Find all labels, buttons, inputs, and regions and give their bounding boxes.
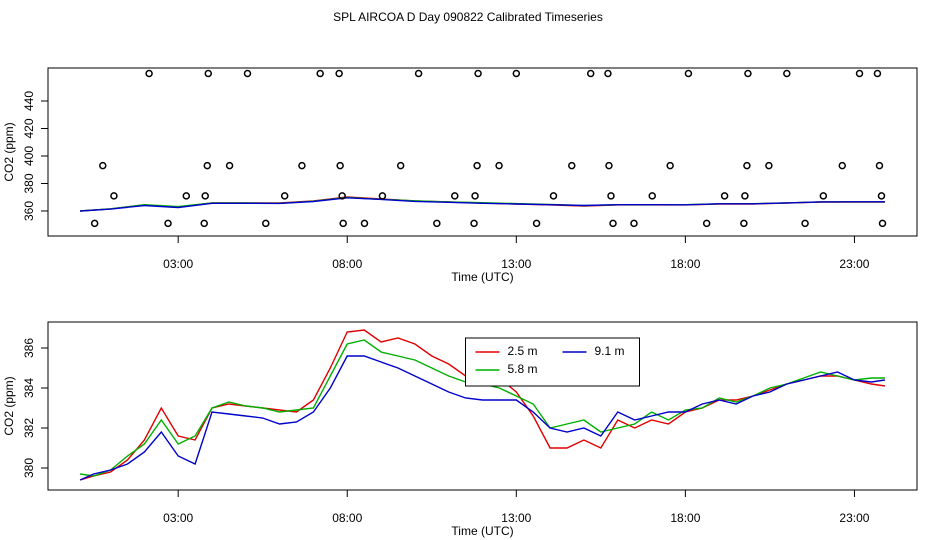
x-tick-label: 08:00 — [332, 511, 362, 525]
series-line — [79, 355, 886, 481]
flag-point — [90, 219, 99, 228]
flag-point — [451, 192, 459, 200]
flag-point — [512, 69, 521, 78]
flag-point — [783, 69, 791, 78]
flag-point — [471, 192, 479, 200]
flag-point — [182, 192, 191, 200]
flag-point — [203, 161, 212, 170]
flag-point — [604, 69, 612, 78]
flag-point — [586, 69, 595, 78]
x-axis-label: Time (UTC) — [451, 524, 513, 538]
flag-point — [532, 219, 541, 228]
y-tick-label: 380 — [22, 458, 36, 478]
flag-point — [339, 219, 347, 228]
flag-point — [495, 161, 503, 170]
flag-point — [396, 161, 405, 170]
flag-point — [666, 161, 674, 170]
flag-point — [877, 192, 886, 200]
flag-point — [740, 219, 748, 228]
flag-point — [164, 219, 172, 228]
flag-point — [204, 69, 213, 78]
flag-point — [336, 161, 344, 170]
flag-point — [280, 192, 289, 200]
legend-label: 9.1 m — [595, 344, 625, 358]
y-tick-label: 400 — [22, 146, 36, 166]
y-tick-label: 360 — [22, 201, 36, 221]
flag-point — [684, 69, 693, 78]
flag-point — [648, 192, 656, 200]
flag-point — [470, 219, 478, 228]
x-tick-label: 03:00 — [163, 257, 193, 271]
flag-point — [243, 69, 252, 78]
flag-point — [473, 161, 481, 170]
flag-point — [720, 192, 729, 200]
series-line — [80, 197, 885, 212]
flag-point — [474, 69, 482, 78]
x-tick-label: 18:00 — [670, 511, 700, 525]
flag-point — [878, 219, 887, 228]
flag-point — [607, 192, 615, 200]
flag-point — [855, 69, 864, 78]
legend-label: 5.8 m — [508, 362, 538, 376]
flag-point — [838, 161, 847, 170]
flag-point — [875, 161, 884, 170]
flag-point — [741, 192, 749, 200]
flag-point — [298, 161, 306, 170]
flag-point — [262, 219, 270, 228]
y-tick-label: 420 — [22, 118, 36, 138]
x-tick-label: 23:00 — [839, 257, 869, 271]
flag-point — [702, 219, 711, 228]
flag-point — [225, 161, 234, 170]
y-axis-label: CO2 (ppm) — [2, 122, 16, 181]
flag-point — [765, 161, 773, 170]
x-tick-label: 13:00 — [501, 257, 531, 271]
flag-point — [201, 192, 209, 200]
flag-point — [110, 192, 118, 200]
flag-point — [316, 69, 324, 78]
legend-label: 2.5 m — [508, 344, 538, 358]
flag-point — [200, 219, 208, 228]
y-tick-label: 386 — [22, 338, 36, 358]
flag-point — [378, 192, 387, 200]
y-axis-label: CO2 (ppm) — [2, 376, 16, 435]
flag-point — [873, 69, 882, 78]
y-tick-label: 380 — [22, 173, 36, 193]
flag-point — [99, 161, 107, 170]
flag-point — [145, 69, 153, 78]
x-tick-label: 13:00 — [501, 511, 531, 525]
flag-point — [743, 161, 751, 170]
flag-point — [360, 219, 369, 228]
x-tick-label: 08:00 — [332, 257, 362, 271]
flag-point — [630, 219, 638, 228]
flag-point — [335, 69, 343, 78]
flag-point — [549, 192, 558, 200]
page-title: SPL AIRCOA D Day 090822 Calibrated Times… — [333, 10, 603, 24]
y-tick-label: 440 — [22, 91, 36, 111]
plot-frame — [47, 67, 918, 237]
flag-point — [801, 219, 809, 228]
x-tick-label: 23:00 — [839, 511, 869, 525]
flag-point — [605, 161, 613, 170]
y-tick-label: 384 — [22, 378, 36, 398]
legend-box — [465, 337, 640, 387]
x-tick-label: 03:00 — [163, 511, 193, 525]
flag-point — [338, 192, 346, 200]
x-tick-label: 18:00 — [670, 257, 700, 271]
y-tick-label: 382 — [22, 418, 36, 438]
flag-point — [568, 161, 576, 170]
plot-frame — [47, 321, 918, 491]
flag-point — [819, 192, 828, 200]
flag-point — [414, 69, 423, 78]
x-axis-label: Time (UTC) — [451, 270, 513, 284]
flag-point — [744, 69, 752, 78]
flag-point — [609, 219, 617, 228]
flag-point — [433, 219, 441, 228]
